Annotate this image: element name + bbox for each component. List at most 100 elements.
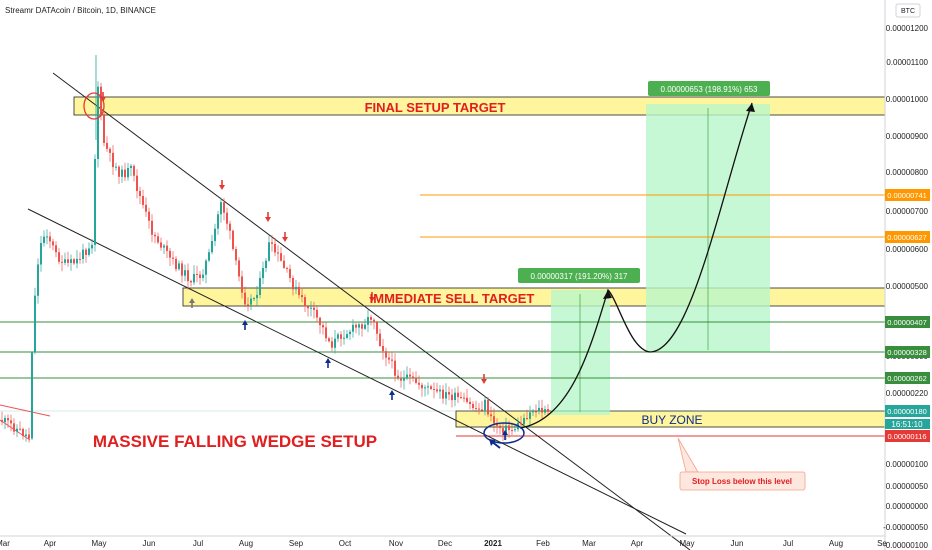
candle-body <box>232 230 234 249</box>
y-tick-label: 0.00001200 <box>886 24 929 33</box>
candle-body <box>511 430 513 432</box>
candle-body <box>481 409 483 411</box>
x-tick-label: Sep <box>289 539 304 548</box>
candle-body <box>433 389 435 390</box>
candle-body <box>127 168 129 178</box>
candle-body <box>187 270 189 282</box>
candle-body <box>115 166 117 168</box>
candle-body <box>382 346 384 352</box>
candle-body <box>208 252 210 261</box>
projection-box-1 <box>551 290 610 415</box>
y-tick-label: 0.00000500 <box>886 282 929 291</box>
candle-body <box>166 245 168 251</box>
candle-body <box>436 389 438 392</box>
candle-body <box>271 242 273 244</box>
price-level-badge <box>885 430 930 442</box>
candle-body <box>88 248 90 255</box>
projection-badge-1-bg <box>518 268 640 283</box>
candle-body <box>289 268 291 278</box>
candle-body <box>292 278 294 290</box>
candle-body <box>334 338 336 348</box>
price-level-badge-text: 0.00000116 <box>887 432 926 441</box>
x-tick-label: Feb <box>536 539 550 548</box>
candle-body <box>190 281 192 283</box>
y-tick-label: 0.00000000 <box>886 502 929 511</box>
y-tick-label: 0.00000700 <box>886 207 929 216</box>
y-tick-label: 0.00000600 <box>886 245 929 254</box>
candle-body <box>421 384 423 389</box>
currency-badge[interactable] <box>895 3 921 18</box>
wedge-upper-line <box>52 72 691 550</box>
up-arrow-head <box>502 430 508 435</box>
candle-body <box>205 260 207 275</box>
candle-body <box>355 324 357 328</box>
candle-body <box>85 249 87 255</box>
top-circle-marker <box>83 92 105 120</box>
candle-body <box>247 304 249 306</box>
chart-title: Streamr DATAcoin / Bitcoin, 1D, BINANCE <box>5 6 156 15</box>
candle-body <box>52 241 54 246</box>
candle-body <box>235 249 237 261</box>
candle-body <box>388 357 390 360</box>
candle-body <box>31 352 33 439</box>
candle-body <box>97 86 99 159</box>
down-arrow-head <box>282 237 288 242</box>
candle-body <box>496 423 498 426</box>
x-tick-label: Jul <box>193 539 203 548</box>
candle-body <box>61 261 63 263</box>
candle-body <box>490 414 492 417</box>
candle-body <box>16 428 18 432</box>
candle-body <box>112 152 114 168</box>
candle-body <box>538 407 540 412</box>
down-arrow-head <box>481 379 487 384</box>
candle-body <box>79 258 81 260</box>
y-tick-label: 0.00000800 <box>886 168 929 177</box>
y-tick-label: -0.00000100 <box>883 541 928 550</box>
price-level-badge <box>885 405 930 417</box>
projected-path <box>519 102 753 429</box>
candle-body <box>343 337 345 339</box>
projection-badge-2-bg <box>648 81 770 96</box>
candle-body <box>70 259 72 263</box>
candle-body <box>493 416 495 424</box>
x-tick-label: Apr <box>631 539 644 548</box>
candle-body <box>484 399 486 411</box>
candle-body <box>265 260 267 268</box>
y-tick-label: 0.00000100 <box>886 460 929 469</box>
price-axis[interactable] <box>885 0 932 550</box>
y-tick-label: -0.00000050 <box>883 523 928 532</box>
candle-body <box>412 376 414 378</box>
stop-loss-box <box>679 471 806 491</box>
candle-body <box>163 245 165 248</box>
y-tick-label: 0.00000050 <box>886 482 929 491</box>
candle-body <box>256 294 258 299</box>
candle-body <box>238 260 240 277</box>
candle-body <box>37 264 39 296</box>
diagonal-arrow-head <box>489 439 496 446</box>
candle-body <box>373 319 375 323</box>
projection-badge-1-text: 0.00000317 (191.20%) 317 <box>531 272 629 281</box>
stop-loss-text: Stop Loss below this level <box>692 477 792 486</box>
price-level-badge-text: 0.00000741 <box>887 191 927 200</box>
candle-body <box>541 407 543 413</box>
x-tick-label: Jul <box>783 539 793 548</box>
down-arrow-head <box>100 97 106 102</box>
price-level-badge-text: 0.00000407 <box>887 318 927 327</box>
candle-body <box>331 341 333 348</box>
candle-body <box>352 324 354 332</box>
candle-body <box>91 244 93 249</box>
up-arrow-head <box>325 358 331 363</box>
candle-body <box>199 274 201 278</box>
candle-body <box>94 159 96 245</box>
x-tick-label: Apr <box>44 539 57 548</box>
candle-body <box>502 428 504 434</box>
candle-body <box>34 295 36 353</box>
candle-body <box>430 386 432 389</box>
candle-body <box>124 169 126 178</box>
x-tick-label: Se <box>877 539 887 548</box>
price-level-badge-text: 0.00000627 <box>887 233 927 242</box>
candle-body <box>439 389 441 392</box>
candle-body <box>202 274 204 278</box>
candle-body <box>223 202 225 213</box>
